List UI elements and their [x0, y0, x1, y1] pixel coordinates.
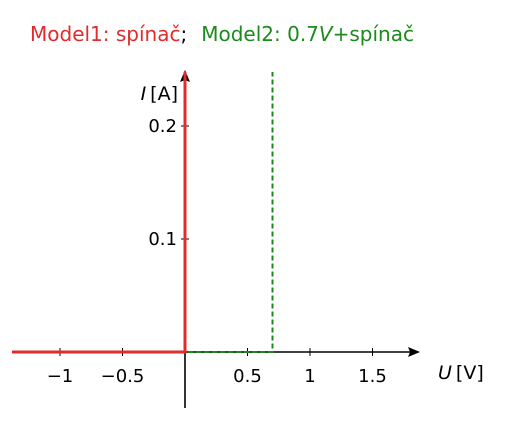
x-axis-arrow-icon — [408, 347, 420, 357]
axes — [12, 70, 420, 408]
ticks: −1 −0.5 0.5 1 1.5 0.1 0.2 — [47, 116, 387, 387]
y-tick-label: 0.2 — [148, 116, 177, 137]
series-model2-line — [12, 72, 274, 353]
x-tick-label: −0.5 — [101, 366, 145, 387]
x-tick-label: 1.5 — [358, 366, 387, 387]
x-axis-label-var: U — [438, 362, 452, 384]
x-tick-label: −1 — [47, 366, 74, 387]
y-axis-label: I [A] — [141, 83, 178, 105]
y-axis-label-var: I — [141, 83, 147, 105]
x-tick-label: 1 — [304, 366, 315, 387]
chart-title: Model1: spínač; Model2: 0.7V+spínač — [30, 22, 414, 46]
title-model2-prefix: Model2: 0.7 — [201, 22, 319, 46]
title-model2-var: V — [319, 22, 334, 46]
title-model2-suffix: +spínač — [333, 22, 414, 46]
title-model1: Model1: spínač — [30, 22, 180, 46]
y-tick-label: 0.1 — [148, 229, 177, 250]
title-separator: ; — [180, 22, 187, 46]
y-axis-label-unit: [A] — [150, 83, 178, 105]
x-axis-label-unit: [V] — [456, 362, 484, 384]
series-model1-line — [12, 72, 187, 354]
series — [12, 72, 274, 354]
x-tick-label: 0.5 — [233, 366, 262, 387]
x-axis-label: U [V] — [438, 362, 484, 384]
